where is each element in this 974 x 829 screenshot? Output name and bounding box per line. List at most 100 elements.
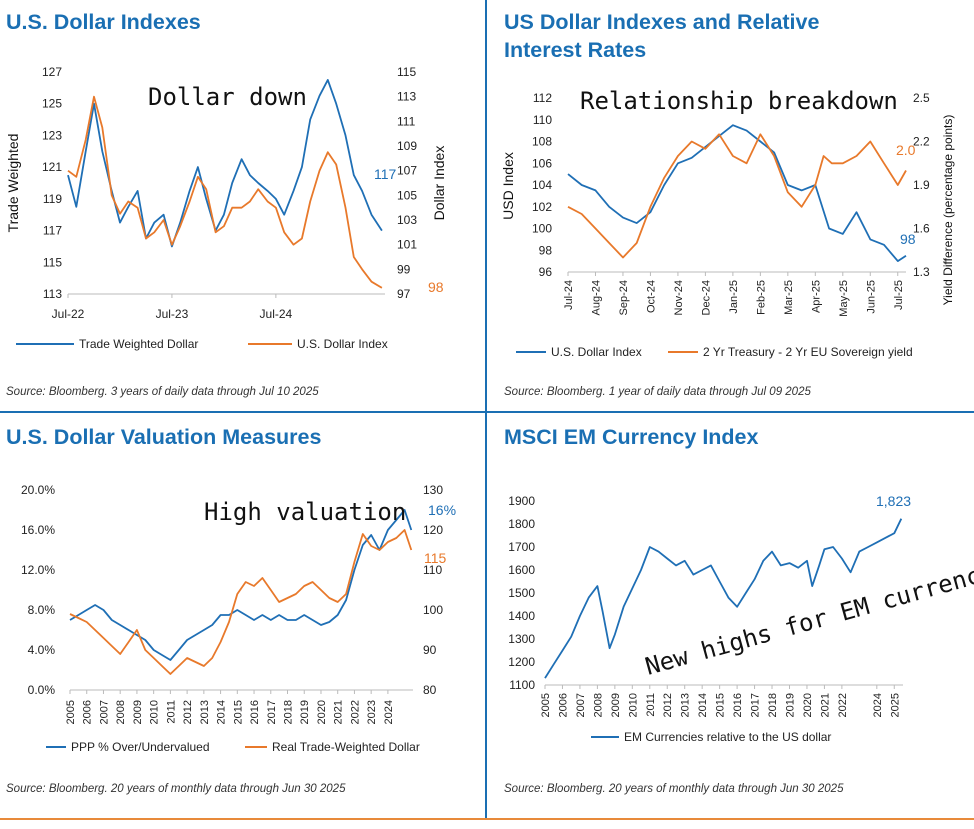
x-tick-label: 2014: [697, 693, 709, 717]
y2-tick-label: 109: [397, 139, 417, 153]
chart-dollar-indexes: 113 115 117 119 121 123 125 127 97 99 101 103 105 107…: [5, 65, 447, 351]
x-tick-label: 2005: [65, 700, 77, 724]
end-value-label: 2.0: [896, 142, 916, 158]
x-tick-label: 2024: [872, 693, 884, 717]
x-tick-label: 2021: [333, 700, 345, 724]
y-tick-label: 20.0%: [21, 483, 55, 497]
panel-title: US Dollar Indexes and Relative Interest …: [504, 8, 819, 64]
y-tick-label: 1900: [508, 494, 535, 508]
x-tick-label: 2008: [115, 700, 127, 724]
x-tick-label: 2007: [575, 693, 587, 717]
y-tick-label: 1500: [508, 586, 535, 600]
y-axis-label: Trade Weighted: [5, 134, 21, 233]
y-tick-label: 1100: [509, 678, 535, 692]
annotation-text: Dollar down: [148, 83, 307, 111]
x-tick-label: Jul-23: [156, 307, 189, 321]
x-tick-label: 2010: [149, 700, 161, 724]
y2-tick-label: 107: [397, 164, 417, 178]
y-axis-label: USD Index: [500, 152, 516, 220]
x-tick-label: 2019: [299, 700, 311, 724]
y-tick-label: 117: [43, 224, 62, 238]
y2-tick-label: 101: [397, 238, 417, 252]
source-note: Source: Bloomberg. 1 year of daily data …: [504, 386, 811, 398]
y2-tick-label: 1.3: [913, 265, 930, 279]
panel-em-currency: MSCI EM Currency Index 1100 1200 1300 1400 1…: [488, 415, 974, 815]
x-tick-label: Jul-24: [563, 280, 575, 310]
y-tick-label: 113: [43, 287, 62, 301]
y-tick-label: 1700: [508, 540, 535, 554]
series-line-2: [67, 95, 383, 289]
y-tick-label: 12.0%: [21, 563, 55, 577]
y2-tick-label: 111: [397, 114, 416, 128]
x-tick-label: 2011: [165, 700, 177, 724]
y2-tick-label: 1.9: [913, 178, 930, 192]
y2-tick-label: 99: [397, 262, 411, 276]
x-tick-label: 2011: [645, 693, 657, 717]
x-tick-label: 2012: [182, 700, 194, 724]
y-tick-label: 127: [42, 65, 62, 79]
y2-tick-label: 103: [397, 213, 417, 227]
x-tick-label: Jan-25: [728, 280, 740, 314]
x-tick-label: 2008: [592, 693, 604, 717]
end-value-label: 98: [428, 279, 444, 295]
x-tick-label: Nov-24: [673, 280, 685, 315]
x-tick-label: 2006: [557, 693, 569, 717]
y2-tick-label: 110: [423, 563, 442, 577]
x-tick-label: Mar-25: [783, 280, 795, 315]
panel-valuation: U.S. Dollar Valuation Measures 0.0% 4.0% 8…: [0, 415, 485, 815]
y2-tick-label: 2.2: [913, 135, 930, 149]
end-value-label: 117: [374, 166, 397, 182]
x-tick-label: 2022: [349, 700, 361, 724]
horizontal-divider-left: [0, 411, 485, 413]
x-tick-label: 2017: [750, 693, 762, 717]
x-tick-label: 2019: [784, 693, 796, 717]
x-tick-label: 2016: [732, 693, 744, 717]
source-note: Source: Bloomberg. 3 years of daily data…: [6, 386, 319, 398]
annotation-text: High valuation: [204, 498, 406, 526]
y-tick-label: 102: [532, 200, 552, 214]
y2-tick-label: 113: [397, 90, 416, 104]
y2-tick-label: 97: [397, 287, 411, 301]
horizontal-divider-right: [487, 411, 974, 413]
end-value-label: 115: [424, 550, 447, 566]
legend-label: U.S. Dollar Index: [297, 337, 388, 351]
x-tick-label: May-25: [838, 280, 850, 317]
vertical-divider: [485, 0, 487, 818]
panel-title: U.S. Dollar Indexes: [6, 10, 201, 34]
x-tick-label: 2012: [662, 693, 674, 717]
end-value-label: 1,823: [876, 493, 911, 509]
y2-axis-label: Yield Difference (percentage points): [941, 115, 955, 306]
y-tick-label: 1300: [508, 632, 535, 646]
y-tick-label: 110: [533, 113, 552, 127]
series-line-2: [567, 133, 907, 259]
panel-title: U.S. Dollar Valuation Measures: [6, 425, 322, 449]
x-tick-label: 2016: [249, 700, 261, 724]
panel-title-line-2: Interest Rates: [504, 38, 647, 62]
y2-tick-label: 130: [423, 483, 443, 497]
x-tick-label: 2022: [837, 693, 849, 717]
panel-title-line-1: US Dollar Indexes and Relative: [504, 10, 820, 34]
end-value-label: 16%: [428, 502, 456, 518]
x-tick-label: Jul-24: [260, 307, 293, 321]
y-tick-label: 119: [43, 192, 62, 206]
series-line-1: [67, 79, 383, 248]
y-tick-label: 108: [532, 135, 552, 149]
x-tick-label: 2009: [610, 693, 622, 717]
legend-label: Trade Weighted Dollar: [79, 337, 198, 351]
x-tick-label: Dec-24: [700, 280, 712, 315]
legend-label: PPP % Over/Undervalued: [71, 740, 210, 754]
y2-tick-label: 1.6: [913, 222, 930, 236]
y-tick-label: 0.0%: [28, 683, 56, 697]
x-tick-label: 2018: [767, 693, 779, 717]
x-tick-label: Oct-24: [645, 280, 657, 313]
y-tick-label: 96: [539, 265, 553, 279]
x-tick-label: 2005: [540, 693, 552, 717]
y2-tick-label: 115: [397, 65, 416, 79]
series-line-2: [69, 529, 413, 675]
y-tick-label: 106: [532, 156, 552, 170]
series-line-1: [544, 518, 903, 679]
y-tick-label: 1600: [508, 563, 535, 577]
x-tick-label: 2023: [366, 700, 378, 724]
y-tick-label: 1200: [508, 655, 535, 669]
y2-tick-label: 90: [423, 643, 437, 657]
